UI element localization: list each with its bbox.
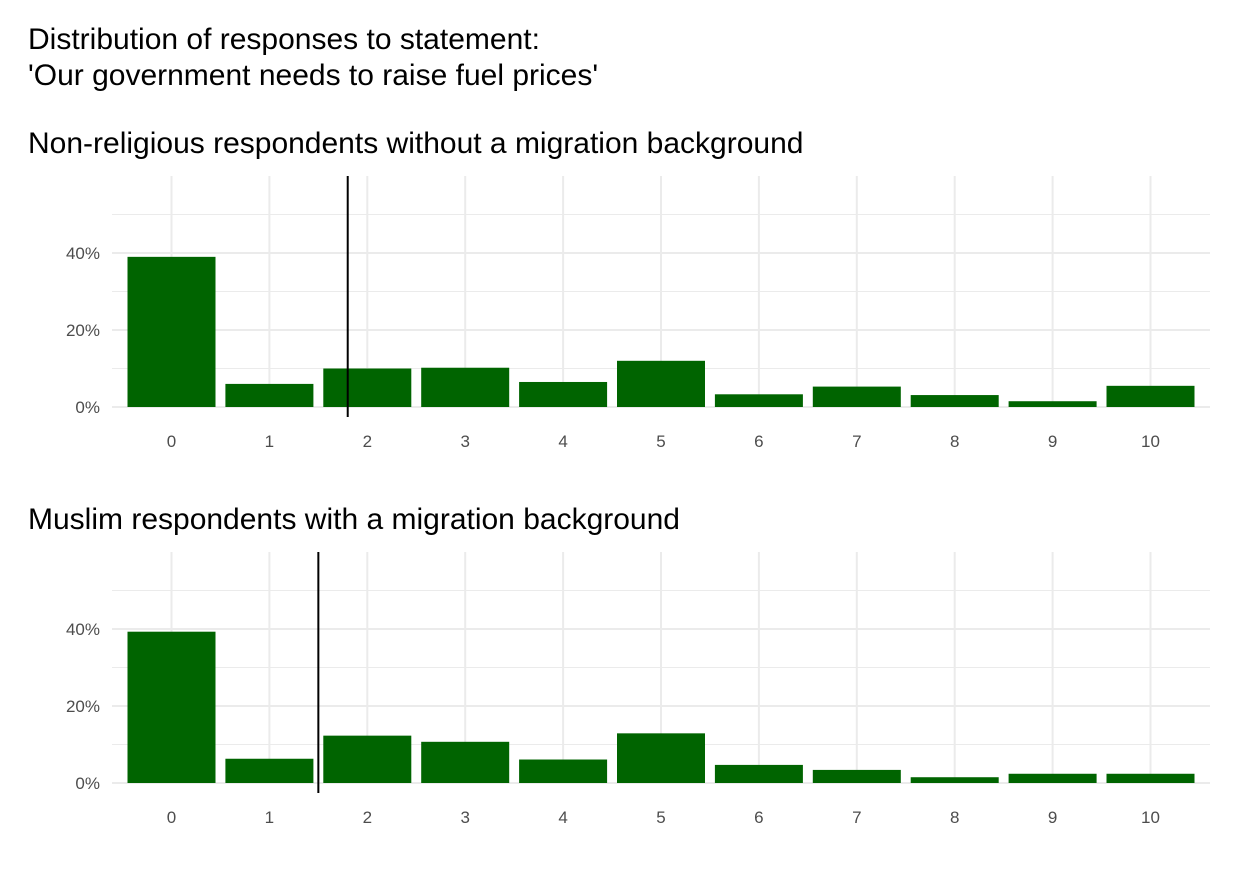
x-tick-label: 9: [1048, 808, 1057, 827]
bar-8: [910, 777, 999, 783]
x-tick-label: 1: [265, 432, 274, 451]
bar-9: [1008, 401, 1097, 407]
x-tick-label: 10: [1141, 808, 1160, 827]
bar-7: [812, 769, 901, 783]
y-tick-label: 0%: [75, 398, 100, 417]
bar-10: [1106, 385, 1195, 407]
x-tick-label: 5: [656, 808, 665, 827]
bar-1: [225, 383, 314, 407]
bar-5: [617, 733, 705, 783]
bar-10: [1106, 773, 1195, 783]
x-tick-label: 4: [558, 432, 567, 451]
bar-8: [910, 395, 999, 407]
bar-0: [127, 256, 216, 407]
x-tick-label: 1: [265, 808, 274, 827]
main-title-line-1: Distribution of responses to statement:: [28, 23, 540, 56]
x-tick-label: 0: [167, 808, 176, 827]
y-tick-label: 0%: [75, 774, 100, 793]
bar-4: [519, 381, 608, 407]
bar-3: [421, 741, 510, 783]
x-tick-label: 10: [1141, 432, 1160, 451]
bar-7: [812, 386, 901, 407]
main-title: Distribution of responses to statement: …: [28, 22, 598, 94]
x-tick-label: 6: [754, 808, 763, 827]
bar-6: [714, 394, 803, 407]
bar-2: [323, 368, 412, 407]
panel-title-muslim: Muslim respondents with a migration back…: [28, 503, 680, 536]
y-tick-label: 20%: [66, 321, 100, 340]
panel-title-non-religious: Non-religious respondents without a migr…: [28, 127, 804, 160]
x-tick-label: 7: [852, 432, 861, 451]
x-tick-label: 2: [363, 808, 372, 827]
bar-5: [617, 360, 705, 407]
x-tick-label: 5: [656, 432, 665, 451]
x-tick-label: 7: [852, 808, 861, 827]
y-tick-label: 20%: [66, 697, 100, 716]
x-tick-label: 9: [1048, 432, 1057, 451]
x-tick-label: 4: [558, 808, 567, 827]
y-tick-label: 40%: [66, 620, 100, 639]
bar-4: [519, 759, 608, 783]
x-tick-label: 0: [167, 432, 176, 451]
bar-0: [127, 631, 216, 783]
x-tick-label: 3: [460, 808, 469, 827]
bar-2: [323, 735, 412, 783]
x-tick-label: 8: [950, 432, 959, 451]
bar-3: [421, 367, 510, 407]
bar-1: [225, 758, 314, 783]
bar-6: [714, 764, 803, 783]
main-title-line-2: 'Our government needs to raise fuel pric…: [28, 59, 599, 92]
x-tick-label: 2: [363, 432, 372, 451]
x-tick-label: 6: [754, 432, 763, 451]
bar-9: [1008, 773, 1097, 783]
bar-chart-muslim: 0% 20% 40% 0 1 2 3 4 5 6 7 8 9 10: [66, 552, 1210, 827]
x-tick-label: 3: [460, 432, 469, 451]
y-tick-label: 40%: [66, 244, 100, 263]
x-tick-label: 8: [950, 808, 959, 827]
bar-chart-non-religious: 0% 20% 40% 0 1 2 3 4 5 6 7 8 9 10: [66, 176, 1210, 451]
